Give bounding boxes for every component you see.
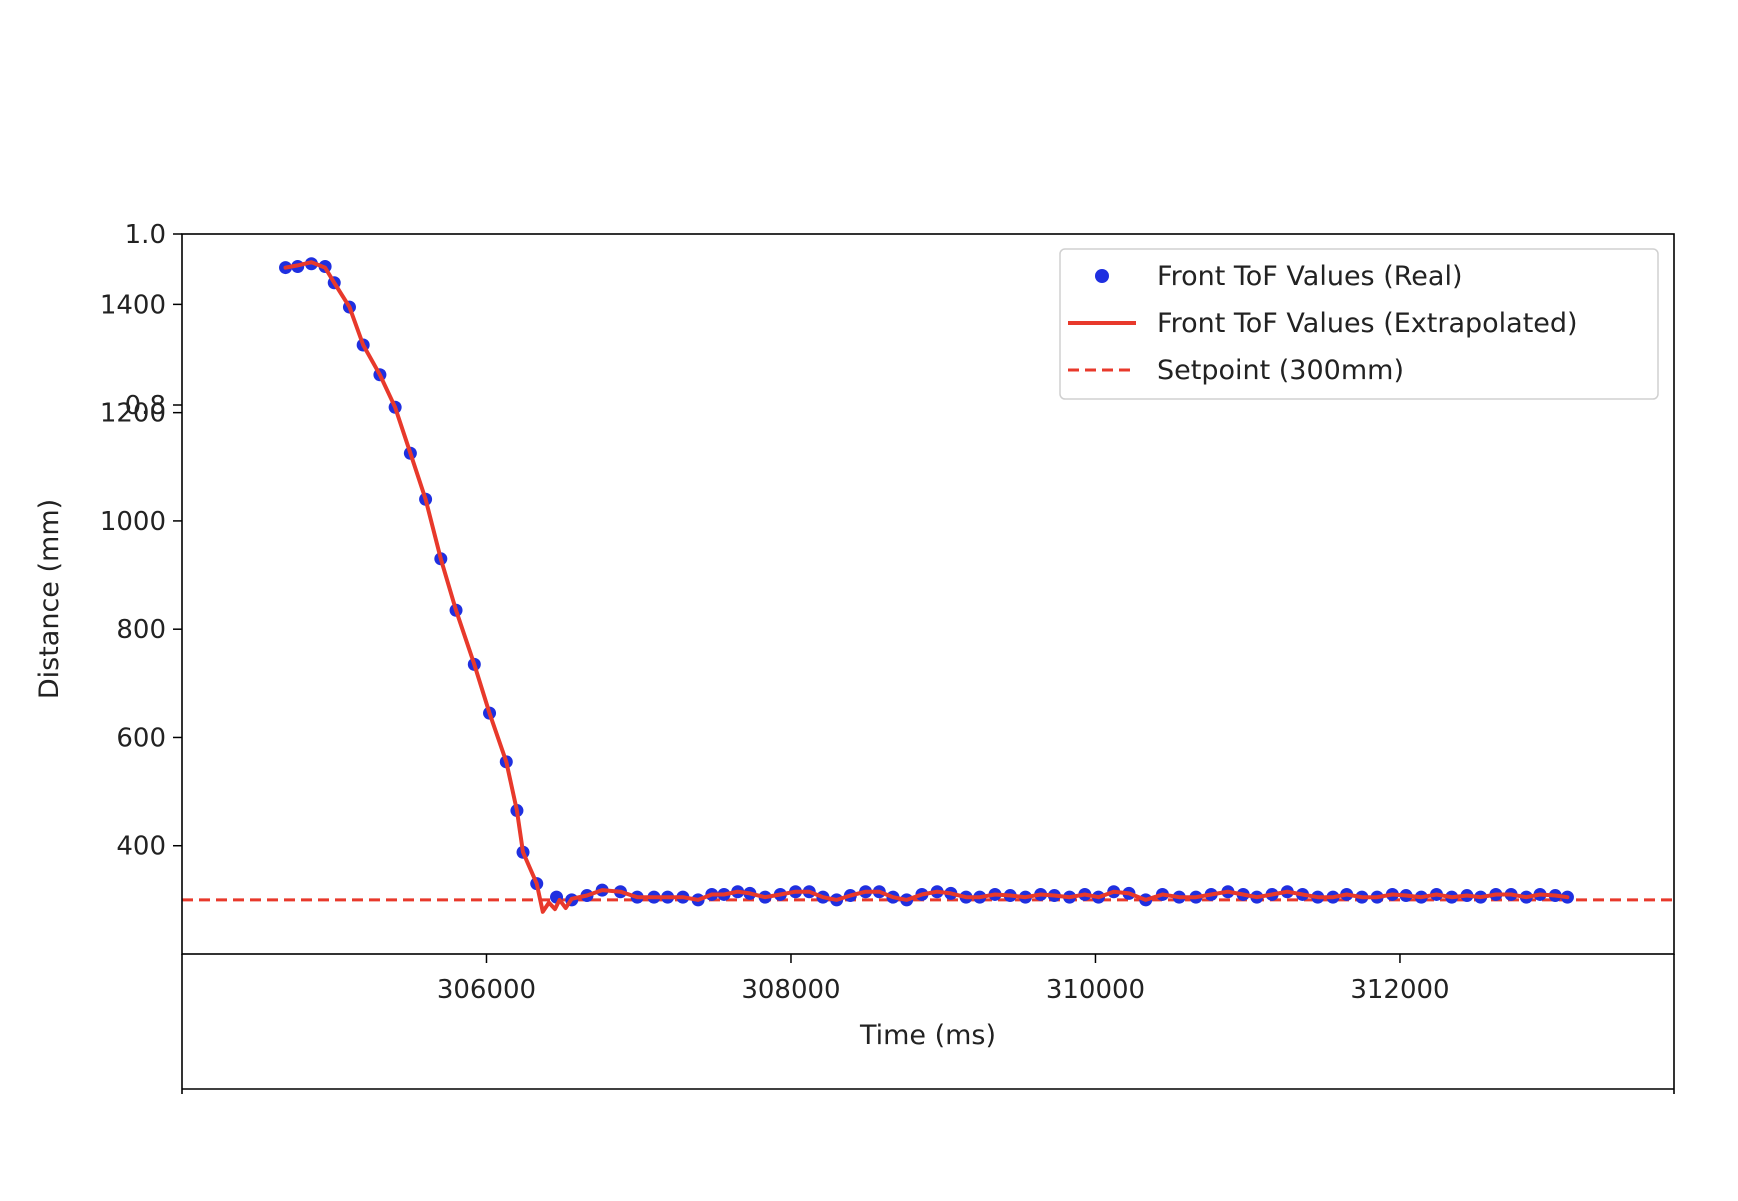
y-axis-label: Distance (mm) <box>34 499 65 699</box>
x-axis-label: Time (ms) <box>859 1020 996 1051</box>
line-layer <box>283 260 1570 914</box>
legend-label-extrapolated: Front ToF Values (Extrapolated) <box>1157 308 1578 339</box>
secondary-y-axis-ticks: 0.8 1.0 <box>125 220 182 421</box>
extrapolated-series-line <box>283 260 1570 914</box>
y-tick-label: 1000 <box>100 507 166 537</box>
x-tick-label: 308000 <box>741 975 840 1005</box>
legend-marker-real <box>1095 269 1109 283</box>
y-tick-label: 1400 <box>100 290 166 320</box>
legend-label-real: Front ToF Values (Real) <box>1157 261 1462 292</box>
legend-label-setpoint: Setpoint (300mm) <box>1157 355 1404 386</box>
y-tick-label: 400 <box>116 832 166 862</box>
y-tick-label: 600 <box>116 723 166 753</box>
secondary-y-tick-label: 1.0 <box>125 220 166 250</box>
main-axes-frame <box>181 233 1675 955</box>
secondary-y-tick-label: 0.8 <box>125 391 166 421</box>
x-axis-ticks: 306000 308000 310000 312000 <box>437 954 1450 1005</box>
legend-box <box>1059 248 1659 400</box>
y-axis-ticks: 400 600 800 1000 1200 1400 <box>100 290 182 862</box>
x-tick-label: 312000 <box>1350 975 1449 1005</box>
y-tick-label: 800 <box>116 615 166 645</box>
legend: Front ToF Values (Real) Front ToF Values… <box>1059 248 1659 400</box>
y-tick-label: 1200 <box>100 399 166 429</box>
x-tick-label: 310000 <box>1046 975 1145 1005</box>
x-tick-label: 306000 <box>437 975 536 1005</box>
